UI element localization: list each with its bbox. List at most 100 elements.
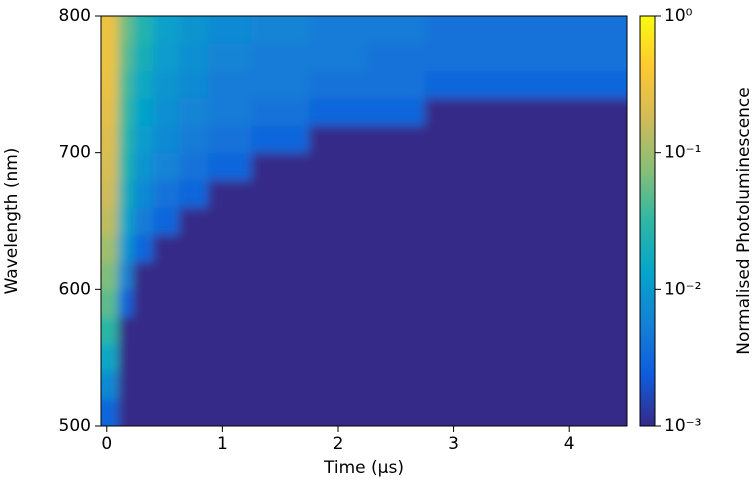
y-tick-label: 500 — [59, 416, 91, 436]
heat-cell — [132, 344, 154, 372]
heat-cell — [101, 316, 119, 345]
heat-cell — [540, 262, 590, 290]
heat-cell — [424, 398, 483, 426]
heat-cell — [589, 98, 627, 126]
heat-cell — [589, 289, 627, 318]
heatmap — [101, 16, 627, 426]
heat-cell — [309, 70, 368, 99]
heat-cell — [118, 289, 134, 318]
heat-cell — [132, 289, 154, 318]
heat-cell — [366, 70, 426, 99]
heat-cell — [424, 316, 483, 345]
heat-cell — [101, 207, 119, 236]
heat-cell — [132, 207, 154, 236]
heat-cell — [132, 371, 154, 400]
x-tick-label: 4 — [564, 434, 575, 454]
colorbar-tick-label: 10⁻³ — [664, 416, 701, 436]
heat-cell — [101, 152, 119, 181]
heat-cell — [589, 316, 627, 345]
heat-cell — [207, 180, 252, 208]
heat-cell — [207, 125, 252, 154]
heat-cell — [118, 344, 134, 372]
heat-cell — [179, 125, 209, 154]
heat-cell — [118, 371, 134, 400]
heat-cell — [366, 125, 426, 154]
heat-cell — [424, 98, 483, 126]
heat-cell — [540, 125, 590, 154]
heat-cell — [482, 344, 541, 372]
heat-cell — [366, 316, 426, 345]
heat-cell — [101, 43, 119, 72]
heat-cell — [589, 70, 627, 99]
heat-cell — [179, 43, 209, 72]
heat-cell — [251, 70, 310, 99]
heat-cell — [101, 344, 119, 372]
heat-cell — [251, 262, 310, 290]
heat-cell — [424, 43, 483, 72]
heat-cell — [589, 125, 627, 154]
heat-cell — [309, 43, 368, 72]
heat-cell — [118, 16, 134, 44]
heat-cell — [132, 398, 154, 426]
heat-cell — [118, 180, 134, 208]
heat-cell — [309, 152, 368, 181]
heat-cell — [589, 398, 627, 426]
heat-cell — [132, 125, 154, 154]
heat-cell — [424, 125, 483, 154]
heat-cell — [153, 234, 180, 263]
heat-cell — [153, 152, 180, 181]
heat-cell — [366, 152, 426, 181]
heat-cell — [118, 398, 134, 426]
heat-cell — [366, 289, 426, 318]
heat-cell — [118, 234, 134, 263]
heat-cell — [540, 43, 590, 72]
heat-cell — [118, 316, 134, 345]
heat-cell — [589, 234, 627, 263]
heat-cell — [482, 289, 541, 318]
heat-cell — [153, 70, 180, 99]
heat-cell — [132, 316, 154, 345]
heat-cell — [251, 344, 310, 372]
heat-cell — [540, 207, 590, 236]
heat-cell — [118, 152, 134, 181]
heat-cell — [309, 207, 368, 236]
heat-cell — [251, 125, 310, 154]
heat-cell — [482, 16, 541, 44]
heat-cell — [118, 98, 134, 126]
heat-cell — [101, 16, 119, 44]
heat-cell — [366, 371, 426, 400]
colorbar-tick-label: 10⁻¹ — [664, 143, 701, 163]
heat-cell — [309, 344, 368, 372]
heat-cell — [366, 43, 426, 72]
heat-cell — [540, 289, 590, 318]
heat-cell — [118, 207, 134, 236]
heat-cell — [424, 262, 483, 290]
plot-frame — [100, 15, 628, 427]
heat-cell — [118, 262, 134, 290]
heat-cell — [153, 98, 180, 126]
heat-cell — [540, 16, 590, 44]
heat-cell — [589, 16, 627, 44]
heat-cell — [101, 70, 119, 99]
heat-cell — [309, 398, 368, 426]
heat-cell — [482, 125, 541, 154]
heat-cell — [366, 180, 426, 208]
heat-cell — [482, 43, 541, 72]
heat-cell — [540, 70, 590, 99]
heat-cell — [153, 371, 180, 400]
heat-cell — [309, 316, 368, 345]
heat-cell — [153, 398, 180, 426]
heat-cell — [424, 344, 483, 372]
colorbar-tick-label: 10⁻² — [664, 279, 701, 299]
heat-cell — [309, 262, 368, 290]
heat-cell — [207, 43, 252, 72]
heat-cell — [207, 289, 252, 318]
heat-cell — [153, 125, 180, 154]
heat-cell — [207, 98, 252, 126]
x-tick-label: 0 — [101, 434, 112, 454]
heat-cell — [251, 43, 310, 72]
heat-cell — [179, 16, 209, 44]
heat-cell — [179, 289, 209, 318]
heat-cell — [589, 207, 627, 236]
